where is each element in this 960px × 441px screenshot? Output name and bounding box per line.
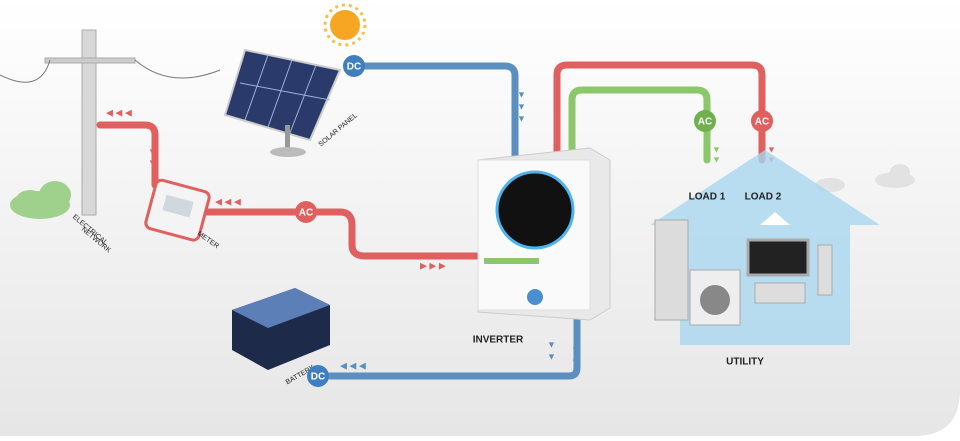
inverter bbox=[478, 148, 610, 320]
badge: AC bbox=[751, 110, 773, 132]
svg-text:▲: ▲ bbox=[571, 340, 580, 350]
utility-label: UTILITY bbox=[726, 357, 764, 368]
svg-text:◀ ◀ ◀: ◀ ◀ ◀ bbox=[106, 107, 132, 117]
badge-text: DC bbox=[347, 62, 361, 73]
badge-text: AC bbox=[698, 117, 712, 128]
svg-text:▼: ▼ bbox=[712, 144, 721, 154]
svg-text:▼: ▼ bbox=[517, 113, 526, 123]
diagram: ◀ ◀ ◀ ▼▼ ◀ ◀ ◀ ▶ ▶ ▶ ▼▼▼ ▼▼ ▼▼ ▼▼ ▲▲ ◀ ◀… bbox=[0, 0, 960, 436]
badge-text: AC bbox=[755, 117, 769, 128]
badge: DC bbox=[307, 365, 329, 387]
badge-text: DC bbox=[311, 372, 325, 383]
sun bbox=[330, 10, 360, 40]
svg-text:▼: ▼ bbox=[547, 351, 556, 361]
load1-label: LOAD 1 bbox=[689, 192, 726, 203]
svg-text:◀ ◀ ◀: ◀ ◀ ◀ bbox=[340, 360, 366, 370]
svg-text:▼: ▼ bbox=[517, 89, 526, 99]
svg-text:▼: ▼ bbox=[517, 101, 526, 111]
inverter-label: INVERTER bbox=[473, 335, 524, 346]
svg-text:▼: ▼ bbox=[712, 154, 721, 164]
svg-text:▼: ▼ bbox=[547, 339, 556, 349]
svg-text:▼: ▼ bbox=[148, 146, 157, 156]
svg-text:▲: ▲ bbox=[571, 352, 580, 362]
svg-text:◀ ◀ ◀: ◀ ◀ ◀ bbox=[215, 196, 241, 206]
svg-text:▼: ▼ bbox=[148, 157, 157, 167]
svg-text:▶ ▶ ▶: ▶ ▶ ▶ bbox=[420, 260, 446, 270]
badge: AC bbox=[295, 201, 317, 223]
badge-text: AC bbox=[299, 208, 313, 219]
badge: AC bbox=[694, 110, 716, 132]
badge: DC bbox=[343, 55, 365, 77]
load2-label: LOAD 2 bbox=[745, 192, 782, 203]
